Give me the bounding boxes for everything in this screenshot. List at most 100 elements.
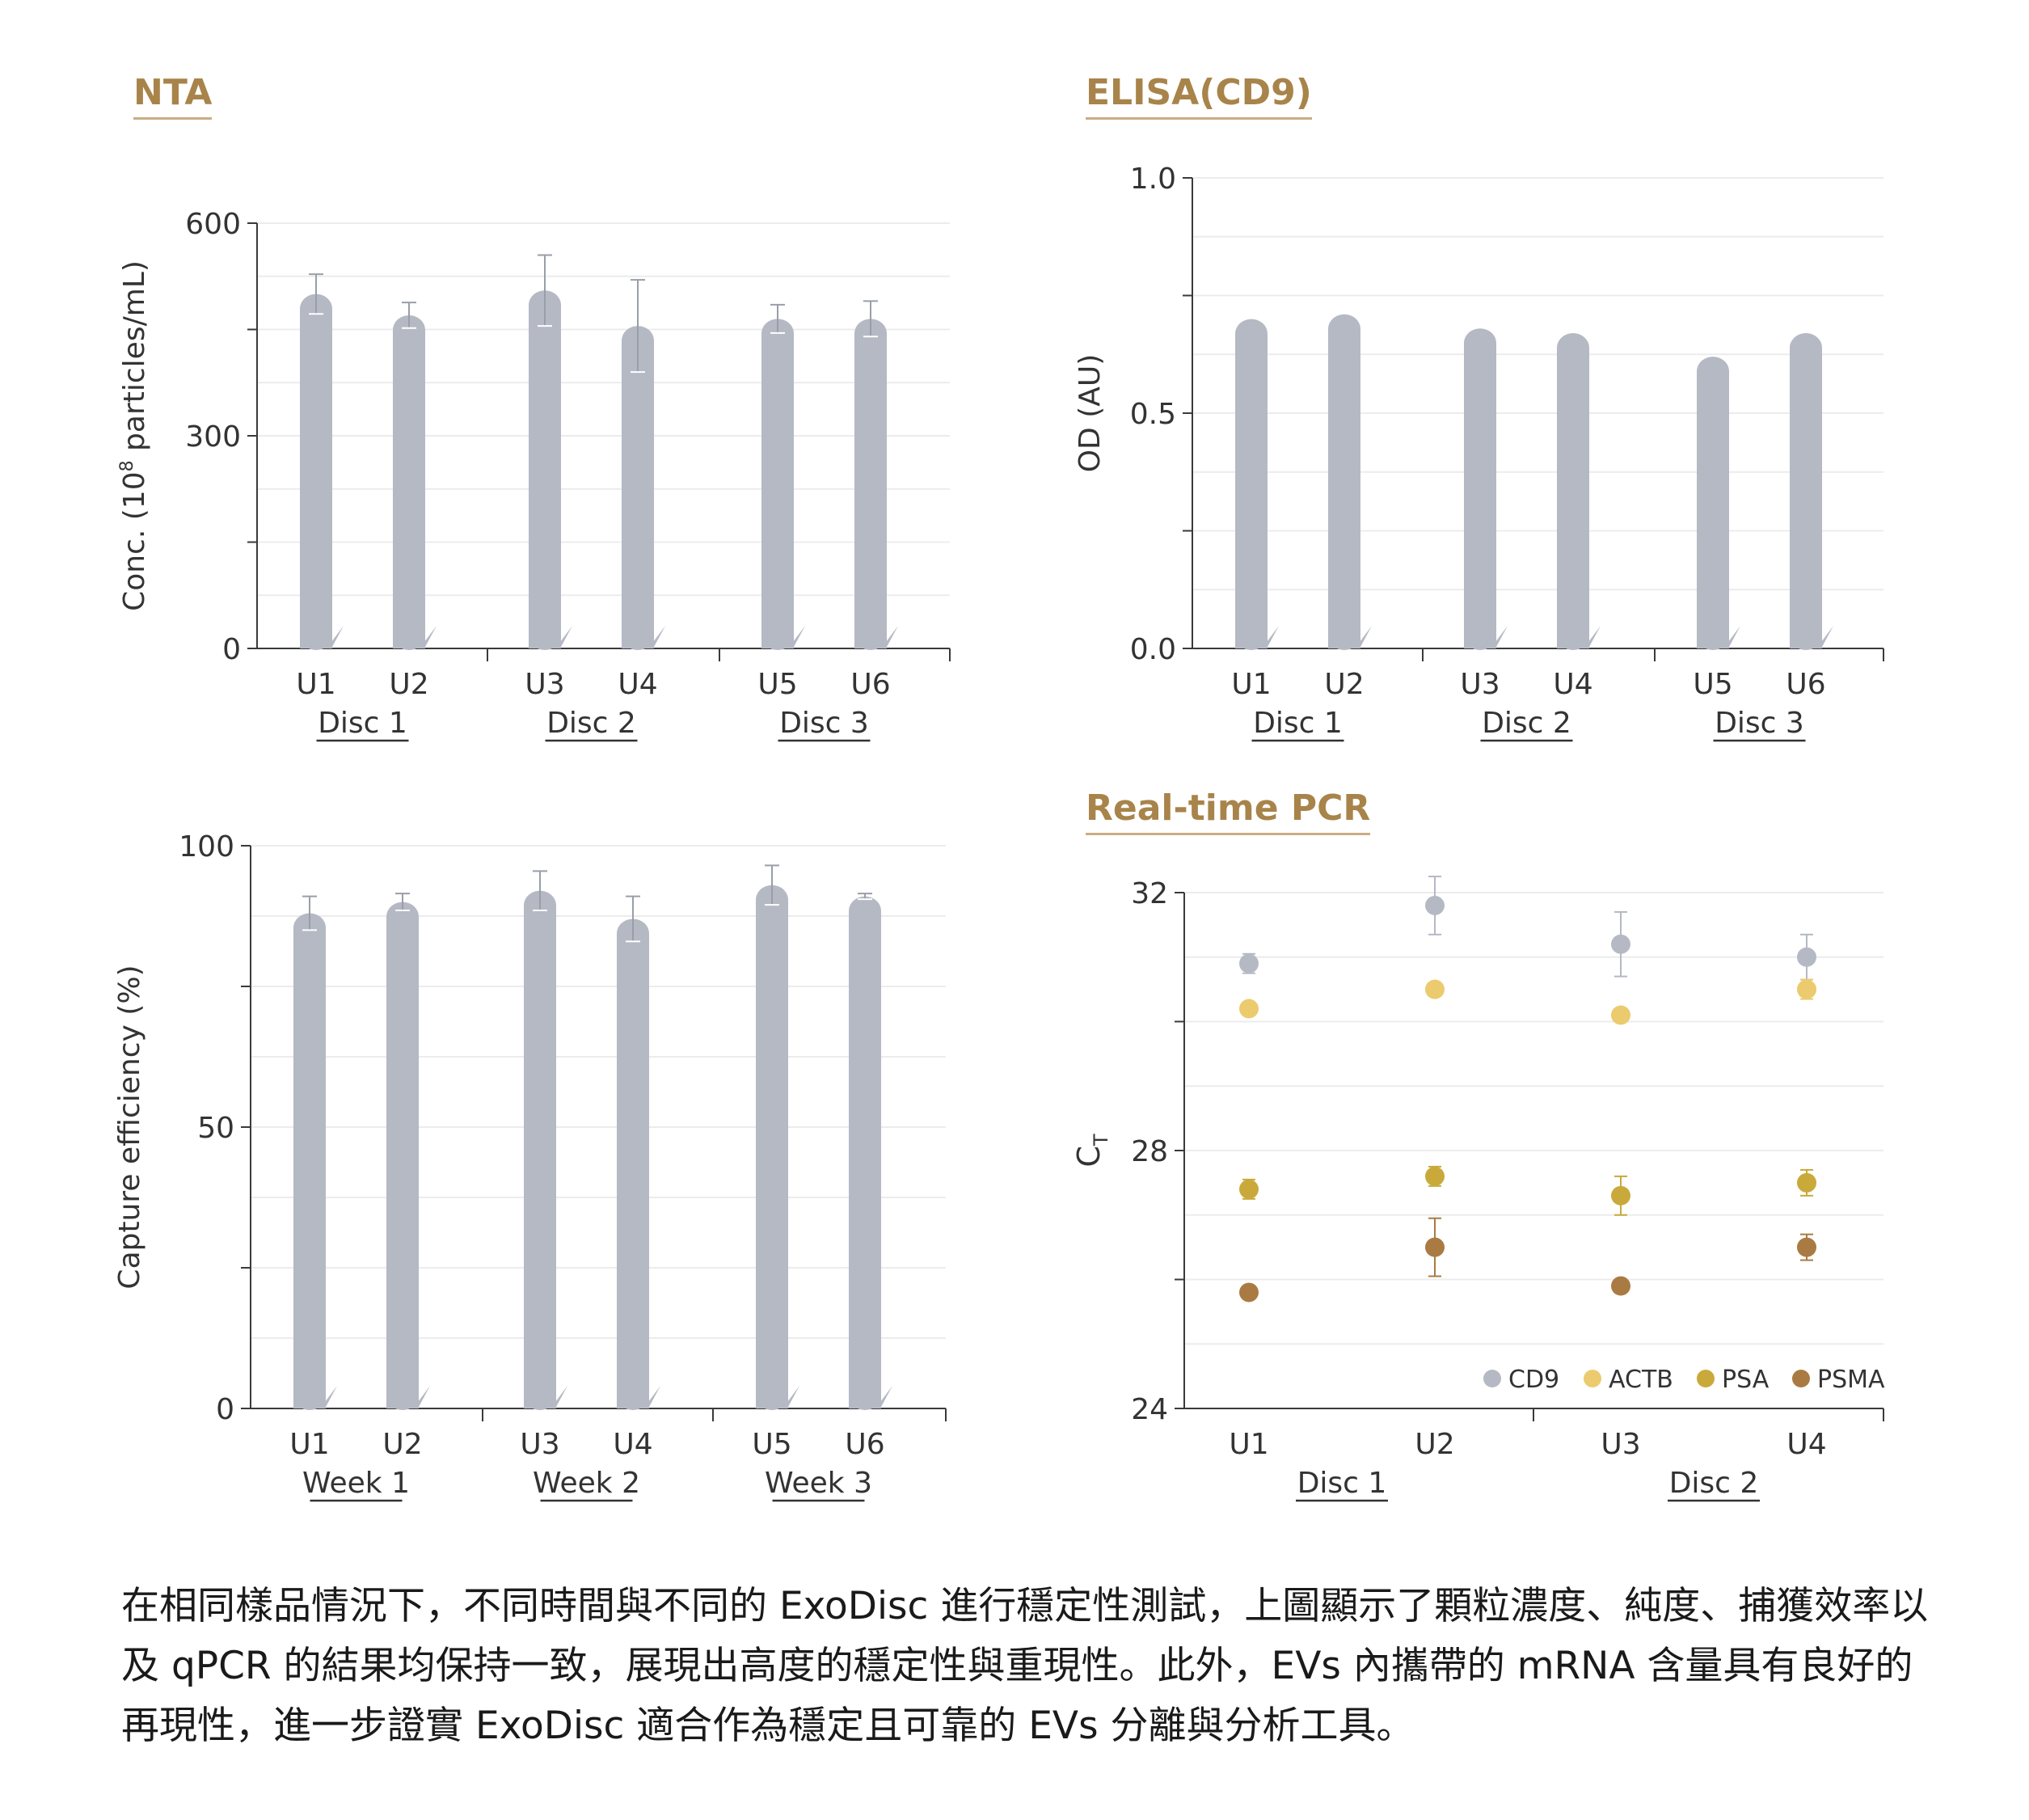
legend-marker-cd9 (1483, 1370, 1501, 1387)
figure-caption: 在相同樣品情況下，不同時間與不同的 ExoDisc 進行穩定性測試，上圖顯示了顆… (121, 1584, 1929, 1748)
legend-label-psa: PSA (1722, 1366, 1770, 1394)
nta-y-axis-label-sup: 8 (117, 460, 137, 471)
capture-bar-body (293, 937, 326, 1408)
elisa-bar-body (1328, 338, 1360, 648)
elisa-bar-body (1790, 357, 1822, 648)
elisa-bar-tail (1819, 626, 1833, 647)
pcr-point-psa (1239, 1179, 1259, 1199)
capture-bar-body (617, 943, 649, 1408)
nta-bar-tail (651, 626, 665, 647)
nta-category-label: U1 (296, 668, 335, 701)
elisa-y-tick-label: 0.0 (1130, 633, 1176, 666)
elisa-group-label: Disc 2 (1482, 707, 1571, 740)
pcr-y-axis-label-part: C (1071, 1146, 1107, 1168)
nta-y-tick-label: 300 (185, 420, 241, 454)
pcr-point-cd9 (1797, 947, 1816, 967)
pcr-title: Real-time PCR (1086, 788, 1371, 835)
elisa-category-label: U2 (1324, 668, 1364, 701)
capture-bar-tail (553, 1386, 567, 1407)
nta-y-axis-label-part: particles/mL) (118, 260, 151, 460)
pcr-point-actb (1611, 1005, 1630, 1025)
elisa-bar-tail (1493, 626, 1508, 647)
nta-bar-body (622, 350, 654, 648)
pcr-point-psa (1797, 1172, 1816, 1193)
elisa-bar-tail (1264, 626, 1279, 647)
capture-chart: 0 50 100 U1 U2 U3 U4 U5 U6 Week 1 Week 2 Week 3 Capt… (113, 830, 947, 1502)
nta-chart: 0 300 600 U1 U2 U3 U4 U5 U6 Disc 1 Disc 2 Disc 3 Con… (117, 208, 951, 742)
pcr-point-cd9 (1239, 953, 1259, 973)
legend-marker-psma (1792, 1370, 1810, 1387)
elisa-category-label: U3 (1460, 668, 1500, 701)
pcr-y-axis-label: CT (1071, 1134, 1112, 1168)
legend-marker-actb (1584, 1370, 1601, 1387)
pcr-y-tick-label: 32 (1131, 877, 1168, 910)
pcr-point-cd9 (1425, 895, 1445, 915)
capture-category-label: U2 (382, 1428, 422, 1461)
nta-category-label: U3 (525, 668, 564, 701)
capture-category-label: U4 (613, 1428, 652, 1461)
elisa-category-label: U4 (1553, 668, 1592, 701)
elisa-category-label: U6 (1786, 668, 1825, 701)
elisa-bar-tail (1357, 626, 1372, 647)
elisa-bar-body (1464, 353, 1496, 648)
capture-bar-body (756, 909, 788, 1408)
capture-y-tick-label: 0 (216, 1393, 234, 1426)
pcr-point-psa (1611, 1185, 1630, 1206)
capture-bar-body (524, 914, 556, 1408)
elisa-bar-tail (1586, 626, 1601, 647)
elisa-bar-tail (1726, 626, 1740, 647)
elisa-group-label: Disc 1 (1253, 707, 1343, 740)
nta-bar-body (854, 343, 887, 648)
nta-bar-body (761, 343, 794, 648)
elisa-category-label: U5 (1693, 668, 1732, 701)
pcr-y-axis-label-sub: T (1090, 1134, 1112, 1146)
capture-category-label: U1 (289, 1428, 329, 1461)
pcr-category-label: U1 (1229, 1428, 1268, 1461)
pcr-point-actb (1797, 979, 1816, 999)
nta-category-label: U4 (618, 668, 657, 701)
capture-group-label: Week 2 (533, 1467, 640, 1500)
nta-group-label: Disc 2 (546, 707, 636, 740)
elisa-category-label: U1 (1231, 668, 1271, 701)
pcr-point-psma (1425, 1237, 1445, 1257)
nta-bar-tail (422, 626, 437, 647)
capture-y-tick-label: 50 (197, 1112, 234, 1145)
nta-category-label: U6 (850, 668, 890, 701)
nta-y-tick-label: 600 (185, 208, 241, 241)
pcr-category-label: U4 (1786, 1428, 1826, 1461)
nta-y-axis-label-part: Conc. (10 (118, 471, 151, 611)
nta-bar-tail (884, 626, 898, 647)
legend-label-actb: ACTB (1609, 1366, 1673, 1394)
capture-group-label: Week 1 (302, 1467, 410, 1500)
capture-category-label: U6 (845, 1428, 884, 1461)
pcr-category-label: U3 (1601, 1428, 1640, 1461)
capture-y-tick-label: 100 (179, 830, 234, 864)
capture-bar-body (386, 926, 419, 1408)
pcr-point-actb (1425, 979, 1445, 999)
capture-y-axis-label: Capture efficiency (%) (113, 965, 146, 1289)
nta-group-label: Disc 3 (779, 707, 869, 740)
pcr-category-label: U2 (1415, 1428, 1454, 1461)
nta-title: NTA (133, 72, 213, 120)
elisa-bar-body (1697, 381, 1729, 648)
legend-label-cd9: CD9 (1508, 1366, 1559, 1394)
nta-group-label: Disc 1 (318, 707, 407, 740)
elisa-y-axis-label: OD (AU) (1074, 354, 1107, 473)
pcr-point-cd9 (1611, 934, 1630, 954)
capture-group-label: Week 3 (765, 1467, 872, 1500)
nta-bar-body (529, 315, 561, 648)
nta-bar-tail (791, 626, 805, 647)
capture-bar-tail (785, 1386, 799, 1407)
capture-category-label: U3 (520, 1428, 559, 1461)
capture-bar-tail (878, 1386, 892, 1407)
legend-marker-psa (1697, 1370, 1715, 1387)
pcr-point-psma (1611, 1276, 1630, 1296)
capture-bar-tail (646, 1386, 660, 1407)
elisa-bar-body (1557, 357, 1589, 648)
nta-y-axis-label: Conc. (108 particles/mL) (117, 260, 151, 611)
pcr-point-psma (1797, 1237, 1816, 1257)
pcr-point-psa (1425, 1166, 1445, 1186)
nta-category-label: U5 (757, 668, 797, 701)
elisa-bar-body (1235, 343, 1268, 648)
pcr-point-actb (1239, 999, 1259, 1019)
